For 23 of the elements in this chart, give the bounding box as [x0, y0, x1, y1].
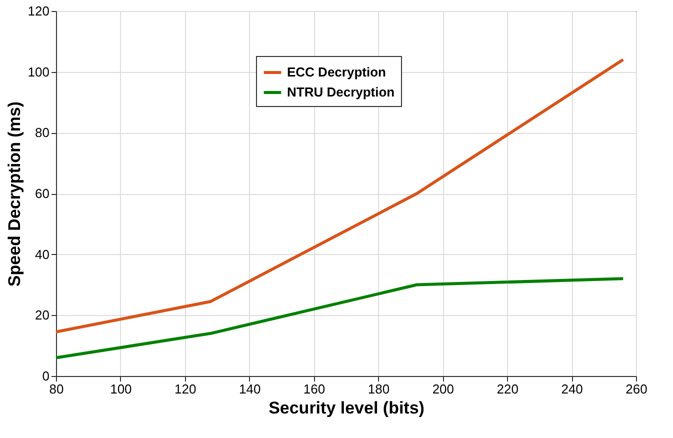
line-series [54, 58, 625, 334]
y-tick-label: 20 [35, 308, 50, 323]
y-tick-label: 0 [42, 368, 50, 384]
y-axis-title: Speed Decryption (ms) [4, 101, 24, 287]
x-tick-label: 240 [561, 382, 583, 396]
x-tick-label: 140 [238, 382, 261, 396]
x-tick-label: 160 [303, 382, 326, 396]
y-tick-label: 120 [28, 4, 50, 18]
x-tick-label: 220 [496, 382, 518, 396]
y-tick-label: 40 [35, 246, 50, 262]
legend-label: ECC Decryption [287, 64, 386, 80]
x-tick-label: 80 [49, 382, 64, 396]
legend-label: NTRU Decryption [287, 84, 395, 100]
x-tick-label: 180 [368, 382, 390, 396]
x-tick-label: 260 [626, 382, 648, 396]
y-tick-label: 60 [35, 186, 50, 201]
y-tick-label: 100 [28, 64, 50, 80]
x-tick-label: 100 [110, 382, 132, 396]
line-series [54, 277, 625, 360]
x-tick-label: 200 [432, 382, 454, 396]
y-tick-label: 80 [35, 125, 50, 140]
x-tick-label: 120 [174, 382, 196, 396]
x-axis-title: Security level (bits) [268, 398, 424, 418]
